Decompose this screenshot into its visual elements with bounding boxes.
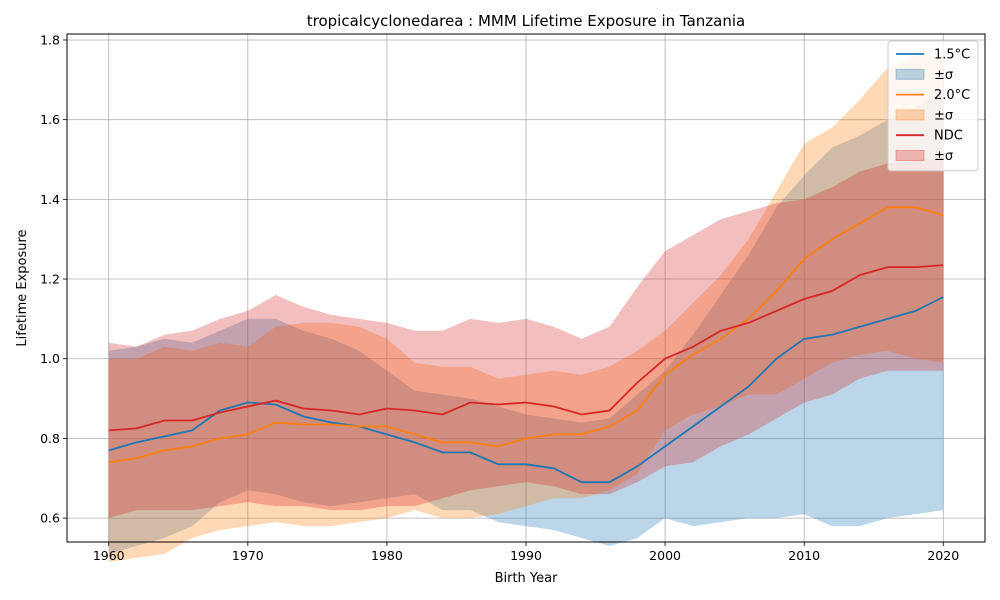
x-tick-label: 2020 [927, 548, 959, 563]
x-tick-label: 2000 [649, 548, 681, 563]
band-1-5-c [108, 91, 944, 555]
y-tick-label: 1.0 [40, 351, 60, 366]
legend-band-swatch-2-0-c [895, 109, 925, 121]
y-tick-label: 1.4 [40, 192, 60, 207]
mean-lines [108, 206, 944, 484]
y-axis-label: Lifetime Exposure [15, 229, 30, 346]
x-tick-label: 1960 [93, 548, 125, 563]
legend-label-1-5-c: 1.5°C [934, 48, 970, 63]
x-axis-ticks: 1960 1970 1980 1990 2000 2010 2020 [93, 542, 959, 563]
x-axis-label: Birth Year [495, 571, 559, 586]
y-tick-label: 1.6 [40, 112, 60, 127]
std-bands [108, 55, 944, 562]
legend-band-swatch-ndc [895, 150, 925, 161]
legend: 1.5°C ±σ 2.0°C ±σ NDC ±σ [887, 40, 979, 172]
legend-band-label-ndc: ±σ [934, 149, 953, 164]
y-tick-label: 1.2 [40, 272, 60, 287]
legend-band-label-2-0-c: ±σ [934, 108, 953, 123]
x-tick-label: 1970 [232, 548, 264, 563]
x-tick-label: 1980 [371, 548, 403, 563]
legend-label-2-0-c: 2.0°C [934, 88, 970, 103]
y-tick-label: 1.8 [40, 32, 60, 47]
band-2-0-c [108, 55, 944, 562]
legend-band-swatch-1-5-c [895, 68, 925, 80]
line-2-0-c [108, 206, 944, 464]
y-axis-ticks: 0.6 0.8 1.0 1.2 1.4 1.6 1.8 [40, 32, 67, 526]
x-tick-label: 2010 [788, 548, 820, 563]
line-ndc [108, 264, 944, 432]
legend-box [887, 40, 979, 172]
band-ndc [108, 159, 944, 519]
line-1-5-c [108, 296, 944, 484]
y-tick-label: 0.6 [40, 511, 60, 526]
legend-band-label-1-5-c: ±σ [934, 68, 953, 83]
chart-title: tropicalcyclonedarea : MMM Lifetime Expo… [307, 12, 745, 30]
legend-label-ndc: NDC [934, 129, 963, 144]
y-tick-label: 0.8 [40, 431, 60, 446]
x-tick-label: 1990 [510, 548, 542, 563]
